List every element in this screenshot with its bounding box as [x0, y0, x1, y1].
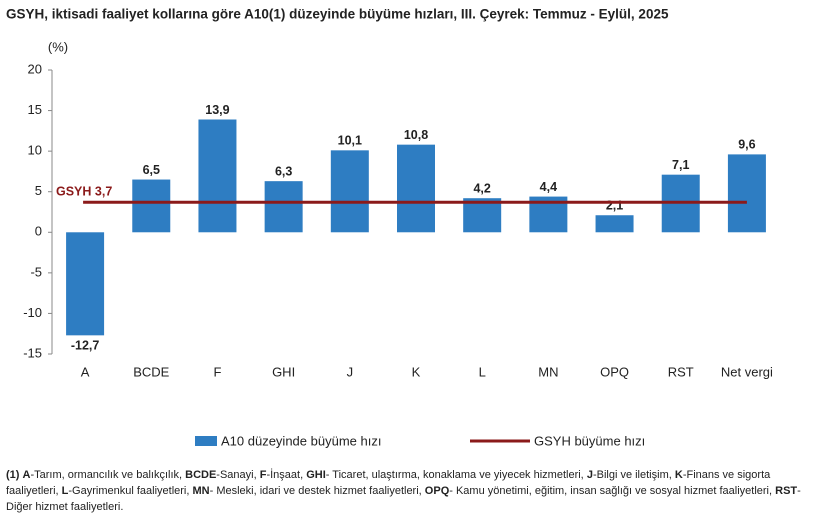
- x-tick-label: L: [479, 364, 486, 379]
- value-label: 7,1: [672, 158, 689, 172]
- value-label: 4,4: [540, 180, 557, 194]
- y-tick-label: -5: [30, 264, 42, 279]
- y-tick-label: 20: [28, 61, 42, 76]
- footnote-text: -Tarım, ormancılık ve balıkçılık,: [30, 469, 183, 481]
- footnote-code: MN: [192, 485, 210, 497]
- footnote-code: RST: [775, 485, 798, 497]
- bar: [397, 144, 435, 233]
- y-tick-label: 15: [28, 102, 42, 117]
- chart: GSYH, iktisadi faaliyet kollarına göre A…: [6, 7, 773, 449]
- value-label: -12,7: [71, 339, 100, 353]
- footnote-text: - Ticaret, ulaştırma, konaklama ve yiyec…: [325, 469, 584, 481]
- value-label: 6,5: [143, 163, 160, 177]
- x-tick-label: GHI: [272, 364, 295, 379]
- y-tick-label: 10: [28, 143, 42, 158]
- footnote: (1) A-Tarım, ormancılık ve balıkçılık, B…: [6, 467, 806, 515]
- x-tick-label: OPQ: [600, 364, 629, 379]
- footnote-text: -Bilgi ve iletişim,: [592, 469, 672, 481]
- bar: [132, 179, 171, 233]
- legend-swatch: [195, 436, 217, 446]
- x-tick-label: A: [81, 364, 90, 379]
- footnote-text: -Finans ve sigorta faaliyetleri,: [6, 469, 771, 497]
- footnote-text: - Kamu yönetimi, eğitim, insan sağlığı v…: [449, 485, 773, 497]
- y-tick-label: 0: [35, 224, 42, 239]
- footnote-code: BCDE: [185, 469, 217, 481]
- legend-label: A10 düzeyinde büyüme hızı: [221, 433, 381, 448]
- footnote-code: GHI: [306, 469, 326, 481]
- footnote-code: L: [61, 485, 69, 497]
- footnote-text: -Gayrimenkul faaliyetleri,: [68, 485, 190, 497]
- bar: [66, 232, 105, 336]
- bar: [264, 181, 303, 233]
- x-tick-label: Net vergi: [721, 364, 773, 379]
- x-tick-label: J: [347, 364, 354, 379]
- footnote-text: - Diğer hizmet faaliyetleri.: [6, 485, 801, 513]
- y-tick-label: -10: [23, 305, 42, 320]
- footnote-code: A: [22, 469, 31, 481]
- bar: [727, 154, 766, 233]
- bar: [595, 215, 634, 233]
- bar: [463, 198, 502, 233]
- value-label: 4,2: [473, 182, 490, 196]
- x-tick-label: F: [213, 364, 221, 379]
- x-tick-label: RST: [668, 364, 694, 379]
- bar: [330, 150, 369, 233]
- footnote-code: K: [674, 469, 683, 481]
- x-tick-label: BCDE: [133, 364, 169, 379]
- y-tick-label: -15: [23, 345, 42, 360]
- y-tick-label: 5: [35, 183, 42, 198]
- value-label: 9,6: [738, 138, 755, 152]
- footnote-code: OPQ: [424, 485, 450, 497]
- value-label: 10,1: [338, 134, 362, 148]
- x-tick-label: MN: [538, 364, 558, 379]
- value-label: 6,3: [275, 164, 292, 178]
- footnote-text: -İnşaat,: [266, 469, 304, 481]
- legend-label: GSYH büyüme hızı: [534, 433, 645, 448]
- footnote-code: J: [586, 469, 593, 481]
- value-label: 2,1: [606, 199, 623, 213]
- footnote-text: - Mesleki, idari ve destek hizmet faaliy…: [209, 485, 422, 497]
- value-label: 13,9: [205, 103, 229, 117]
- reference-label: GSYH 3,7: [56, 185, 112, 199]
- y-axis-label: (%): [48, 39, 68, 54]
- x-tick-label: K: [412, 364, 421, 379]
- value-label: 10,8: [404, 128, 428, 142]
- footnote-marker: (1): [6, 469, 20, 481]
- footnote-text: -Sanayi,: [216, 469, 257, 481]
- footnote-code: F: [259, 469, 267, 481]
- bar: [198, 119, 237, 233]
- chart-title: GSYH, iktisadi faaliyet kollarına göre A…: [6, 7, 669, 22]
